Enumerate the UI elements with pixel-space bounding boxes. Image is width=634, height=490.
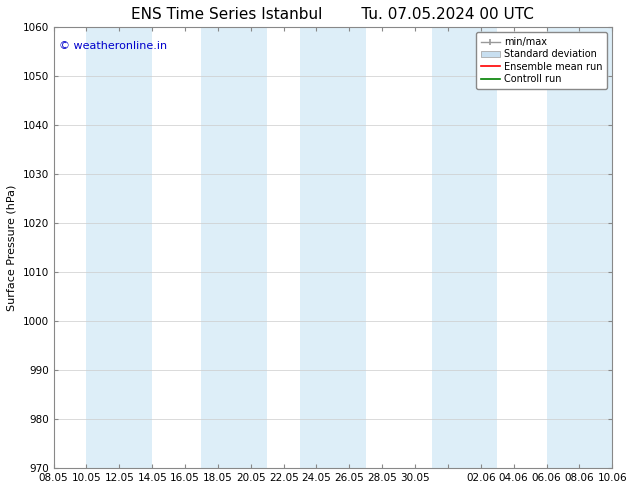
Y-axis label: Surface Pressure (hPa): Surface Pressure (hPa): [7, 185, 17, 311]
Bar: [86, 27, 152, 468]
Legend: min/max, Standard deviation, Ensemble mean run, Controll run: min/max, Standard deviation, Ensemble me…: [476, 32, 607, 89]
Bar: [432, 27, 497, 468]
Bar: [547, 27, 612, 468]
Title: ENS Time Series Istanbul        Tu. 07.05.2024 00 UTC: ENS Time Series Istanbul Tu. 07.05.2024 …: [131, 7, 534, 22]
Bar: [300, 27, 366, 468]
Text: © weatheronline.in: © weatheronline.in: [59, 41, 167, 50]
Bar: [202, 27, 267, 468]
